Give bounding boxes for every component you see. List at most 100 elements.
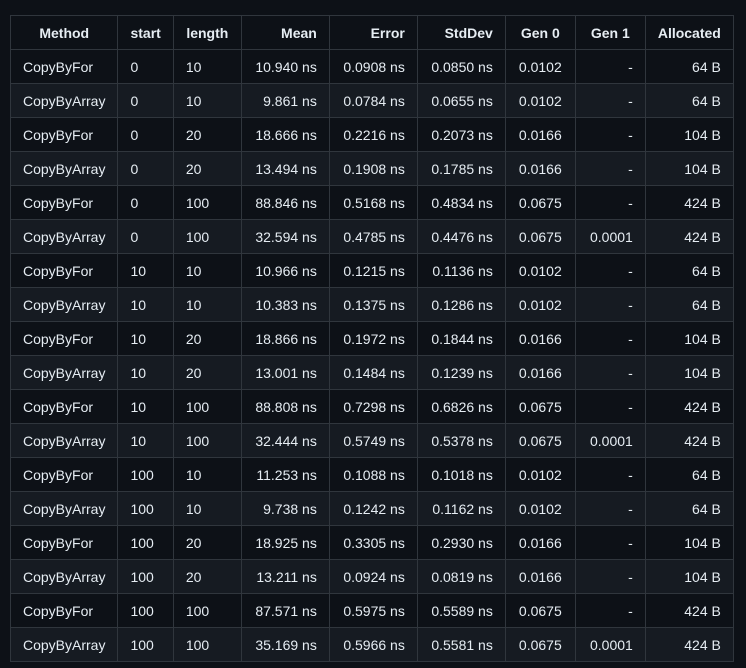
table-row: CopyByFor 10 20 18.866 ns 0.1972 ns 0.1844 ns… bbox=[9, 321, 734, 356]
table-row: CopyByFor 10 100 88.808 ns 0.7298 ns 0.6826 n… bbox=[9, 389, 734, 424]
cell-gen1: - bbox=[574, 491, 646, 526]
table-row: CopyByArray 100 10 9.738 ns 0.1242 ns 0.1162 … bbox=[9, 491, 734, 526]
cell-start: 10 bbox=[117, 321, 174, 356]
cell-start: 10 bbox=[117, 389, 174, 424]
cell-length: 10 bbox=[172, 49, 242, 84]
cell-method: CopyByFor bbox=[9, 525, 119, 560]
cell-error: 0.5966 ns bbox=[328, 627, 418, 662]
table-row: CopyByArray 10 20 13.001 ns 0.1484 ns 0.1239 … bbox=[9, 355, 734, 390]
cell-method: CopyByArray bbox=[9, 287, 119, 322]
column-header-stddev: StdDev bbox=[416, 15, 506, 50]
cell-gen1: - bbox=[574, 525, 646, 560]
cell-method: CopyByFor bbox=[9, 593, 119, 628]
cell-length: 100 bbox=[172, 627, 242, 662]
table-row: CopyByFor 100 20 18.925 ns 0.3305 ns 0.2930 n… bbox=[9, 525, 734, 560]
cell-stddev: 0.5581 ns bbox=[416, 627, 506, 662]
cell-gen1: - bbox=[574, 593, 646, 628]
cell-length: 100 bbox=[172, 423, 242, 458]
cell-gen1: - bbox=[574, 287, 646, 322]
column-header-gen0: Gen 0 bbox=[504, 15, 576, 50]
cell-allocated: 424 B bbox=[644, 627, 734, 662]
cell-gen1: - bbox=[574, 355, 646, 390]
cell-gen0: 0.0675 bbox=[504, 627, 576, 662]
column-header-length: length bbox=[172, 15, 242, 50]
table-row: CopyByArray 100 20 13.211 ns 0.0924 ns 0.0819… bbox=[9, 559, 734, 594]
cell-allocated: 104 B bbox=[644, 321, 734, 356]
cell-start: 100 bbox=[117, 559, 174, 594]
cell-gen0: 0.0675 bbox=[504, 593, 576, 628]
cell-mean: 87.571 ns bbox=[240, 593, 330, 628]
cell-allocated: 64 B bbox=[644, 491, 734, 526]
cell-gen0: 0.0675 bbox=[504, 219, 576, 254]
cell-error: 0.3305 ns bbox=[328, 525, 418, 560]
cell-mean: 88.846 ns bbox=[240, 185, 330, 220]
cell-method: CopyByFor bbox=[9, 49, 119, 84]
cell-allocated: 104 B bbox=[644, 559, 734, 594]
cell-gen1: - bbox=[574, 49, 646, 84]
cell-gen0: 0.0675 bbox=[504, 185, 576, 220]
cell-length: 10 bbox=[172, 457, 242, 492]
cell-error: 0.4785 ns bbox=[328, 219, 418, 254]
cell-allocated: 64 B bbox=[644, 287, 734, 322]
cell-gen1: - bbox=[574, 83, 646, 118]
cell-allocated: 104 B bbox=[644, 525, 734, 560]
cell-length: 10 bbox=[172, 287, 242, 322]
table-row: CopyByArray 0 10 9.861 ns 0.0784 ns 0.0655 ns… bbox=[9, 83, 734, 118]
cell-length: 100 bbox=[172, 219, 242, 254]
cell-allocated: 104 B bbox=[644, 355, 734, 390]
column-header-start: start bbox=[117, 15, 174, 50]
table-body: CopyByFor 0 10 10.940 ns 0.0908 ns 0.0850 ns 0… bbox=[9, 49, 734, 662]
cell-gen0: 0.0166 bbox=[504, 355, 576, 390]
cell-start: 0 bbox=[117, 49, 174, 84]
cell-method: CopyByFor bbox=[9, 321, 119, 356]
cell-start: 10 bbox=[117, 287, 174, 322]
table-row: CopyByFor 100 10 11.253 ns 0.1088 ns 0.1018 n… bbox=[9, 457, 734, 492]
cell-gen1: - bbox=[574, 185, 646, 220]
cell-stddev: 0.2073 ns bbox=[416, 117, 506, 152]
table-row: CopyByFor 0 100 88.846 ns 0.5168 ns 0.4834 ns… bbox=[9, 185, 734, 220]
cell-stddev: 0.2930 ns bbox=[416, 525, 506, 560]
cell-gen0: 0.0102 bbox=[504, 83, 576, 118]
cell-method: CopyByFor bbox=[9, 117, 119, 152]
cell-mean: 13.494 ns bbox=[240, 151, 330, 186]
cell-gen0: 0.0675 bbox=[504, 389, 576, 424]
cell-start: 100 bbox=[117, 525, 174, 560]
table-row: CopyByFor 10 10 10.966 ns 0.1215 ns 0.1136 ns… bbox=[9, 253, 734, 288]
cell-gen0: 0.0166 bbox=[504, 151, 576, 186]
table-row: CopyByArray 10 10 10.383 ns 0.1375 ns 0.1286 … bbox=[9, 287, 734, 322]
table-row: CopyByFor 100 100 87.571 ns 0.5975 ns 0.5589 … bbox=[9, 593, 734, 628]
cell-error: 0.1484 ns bbox=[328, 355, 418, 390]
cell-length: 100 bbox=[172, 389, 242, 424]
cell-method: CopyByArray bbox=[9, 355, 119, 390]
cell-method: CopyByArray bbox=[9, 627, 119, 662]
cell-method: CopyByFor bbox=[9, 457, 119, 492]
benchmark-table: Method start length Mean Error StdDev Gen 0 Gen… bbox=[9, 15, 734, 662]
cell-gen0: 0.0166 bbox=[504, 321, 576, 356]
cell-gen0: 0.0675 bbox=[504, 423, 576, 458]
cell-error: 0.5975 ns bbox=[328, 593, 418, 628]
cell-start: 100 bbox=[117, 627, 174, 662]
cell-length: 20 bbox=[172, 321, 242, 356]
table-row: CopyByArray 0 20 13.494 ns 0.1908 ns 0.1785 n… bbox=[9, 151, 734, 186]
cell-stddev: 0.1286 ns bbox=[416, 287, 506, 322]
cell-error: 0.0908 ns bbox=[328, 49, 418, 84]
cell-error: 0.1375 ns bbox=[328, 287, 418, 322]
cell-gen0: 0.0102 bbox=[504, 287, 576, 322]
table-row: CopyByArray 10 100 32.444 ns 0.5749 ns 0.5378… bbox=[9, 423, 734, 458]
cell-length: 20 bbox=[172, 355, 242, 390]
table-row: CopyByArray 100 100 35.169 ns 0.5966 ns 0.558… bbox=[9, 627, 734, 662]
cell-start: 100 bbox=[117, 457, 174, 492]
cell-stddev: 0.0850 ns bbox=[416, 49, 506, 84]
cell-mean: 11.253 ns bbox=[240, 457, 330, 492]
cell-method: CopyByFor bbox=[9, 185, 119, 220]
cell-gen1: - bbox=[574, 151, 646, 186]
cell-error: 0.1242 ns bbox=[328, 491, 418, 526]
cell-gen1: - bbox=[574, 389, 646, 424]
cell-gen1: 0.0001 bbox=[574, 627, 646, 662]
cell-allocated: 64 B bbox=[644, 253, 734, 288]
table-row: CopyByArray 0 100 32.594 ns 0.4785 ns 0.4476 … bbox=[9, 219, 734, 254]
cell-mean: 18.666 ns bbox=[240, 117, 330, 152]
cell-error: 0.5168 ns bbox=[328, 185, 418, 220]
column-header-method: Method bbox=[9, 15, 119, 50]
cell-length: 20 bbox=[172, 151, 242, 186]
